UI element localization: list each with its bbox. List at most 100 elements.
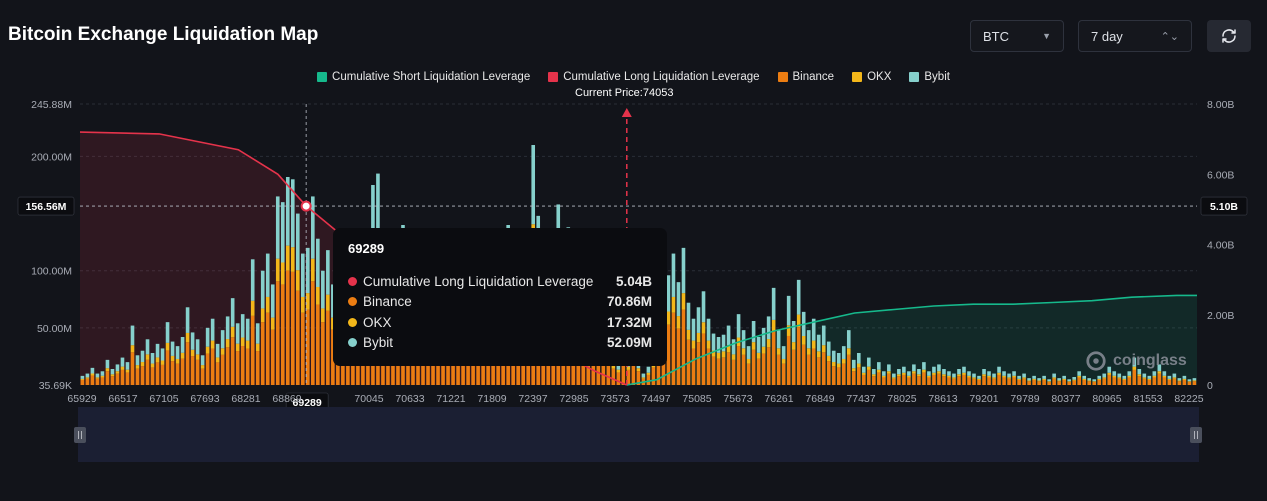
x-tick-label: 79789	[1010, 393, 1039, 405]
binance-bar	[706, 348, 711, 385]
okx-bar	[140, 362, 145, 367]
binance-bar	[967, 377, 971, 385]
crosshair-point	[300, 200, 312, 212]
binance-bar	[681, 309, 686, 385]
x-tick-label: 77437	[846, 393, 875, 405]
coinglass-logo: coinglass	[1085, 350, 1187, 372]
okx-bar	[1042, 378, 1046, 380]
binance-bar	[275, 281, 280, 385]
bybit-bar	[796, 279, 801, 315]
binance-bar	[666, 324, 671, 385]
tooltip-value: 17.32M	[606, 314, 652, 330]
x-tick-label: 65929	[67, 393, 96, 405]
legend-swatch-short	[317, 72, 328, 82]
okx-bar	[1052, 377, 1056, 379]
binance-bar	[1082, 379, 1087, 385]
symbol-select[interactable]: BTC ▼	[970, 20, 1064, 52]
x-tick-label: 76849	[805, 393, 834, 405]
bybit-bar	[1072, 377, 1076, 380]
okx-bar	[1037, 380, 1041, 382]
binance-bar	[180, 358, 185, 385]
binance-bar	[646, 374, 651, 385]
bybit-bar	[150, 353, 155, 364]
bybit-bar	[300, 253, 305, 297]
binance-bar	[1077, 377, 1081, 385]
bybit-bar	[140, 350, 145, 363]
bybit-bar	[1032, 375, 1036, 379]
bybit-bar	[115, 364, 120, 372]
binance-bar	[1037, 381, 1041, 385]
okx-bar	[841, 358, 846, 364]
bybit-bar	[160, 348, 165, 361]
bybit-bar	[1167, 375, 1172, 379]
bybit-bar	[255, 323, 260, 344]
legend-swatch-binance	[777, 72, 788, 82]
bybit-bar	[851, 359, 856, 369]
y-right-tick-label: 0	[1207, 380, 1213, 392]
binance-bar	[1132, 369, 1137, 385]
bybit-bar	[856, 353, 861, 364]
bybit-bar	[776, 330, 781, 349]
okx-bar	[255, 343, 260, 352]
bybit-bar	[100, 371, 105, 376]
okx-bar	[977, 378, 981, 380]
binance-bar	[661, 349, 666, 385]
x-tick-label: 66517	[108, 393, 137, 405]
bybit-bar	[826, 341, 831, 356]
binance-bar	[130, 352, 135, 385]
bybit-bar	[686, 302, 691, 330]
okx-bar	[285, 245, 290, 271]
refresh-button[interactable]	[1207, 20, 1251, 52]
binance-bar	[115, 373, 120, 385]
binance-bar	[190, 356, 195, 385]
legend-item-binance[interactable]: Binance	[777, 71, 834, 83]
bybit-bar	[1187, 379, 1192, 382]
legend-item-bybit[interactable]: Bybit	[909, 71, 950, 83]
binance-bar	[200, 368, 205, 385]
y-right-tick-label: 6.00B	[1207, 169, 1234, 181]
bybit-bar	[1192, 378, 1197, 381]
legend-item-long[interactable]: Cumulative Long Liquidation Leverage	[548, 71, 760, 83]
bybit-bar	[1042, 375, 1046, 379]
okx-bar	[1147, 378, 1152, 380]
okx-bar	[997, 372, 1001, 375]
x-tick-label: 70045	[354, 393, 383, 405]
binance-bar	[160, 364, 165, 385]
binance-bar	[255, 351, 260, 385]
okx-bar	[300, 296, 305, 313]
binance-bar	[1067, 381, 1071, 385]
bybit-bar	[1087, 378, 1092, 381]
binance-bar	[811, 348, 816, 385]
binance-bar	[1182, 379, 1187, 385]
legend-item-okx[interactable]: OKX	[852, 71, 891, 83]
bybit-bar	[841, 346, 846, 359]
bybit-bar	[872, 369, 876, 375]
legend-item-short[interactable]: Cumulative Short Liquidation Leverage	[317, 71, 530, 83]
binance-bar	[1112, 377, 1117, 385]
okx-bar	[706, 340, 711, 349]
okx-bar	[912, 371, 916, 374]
okx-bar	[932, 372, 936, 375]
okx-bar	[135, 365, 140, 369]
bybit-bar	[897, 369, 901, 375]
legend-swatch-okx	[852, 72, 863, 82]
okx-bar	[636, 368, 641, 372]
binance-bar	[311, 281, 315, 385]
bybit-bar	[771, 287, 776, 320]
binance-bar	[280, 284, 285, 385]
binance-bar	[977, 379, 981, 385]
bybit-bar	[225, 316, 230, 340]
bybit-bar	[937, 364, 941, 372]
bybit-bar	[200, 355, 205, 366]
tooltip-value: 5.04B	[615, 273, 652, 289]
tooltip-dot	[348, 338, 357, 348]
okx-bar	[1002, 375, 1006, 378]
updown-caret-icon: ⌃⌄	[1160, 30, 1179, 43]
binance-bar	[691, 348, 696, 385]
okx-bar	[816, 351, 821, 358]
range-select[interactable]: 7 day ⌃⌄	[1078, 20, 1192, 52]
okx-bar	[110, 374, 115, 377]
binance-bar	[972, 378, 976, 385]
bybit-bar	[912, 364, 916, 372]
okx-bar	[952, 377, 956, 379]
